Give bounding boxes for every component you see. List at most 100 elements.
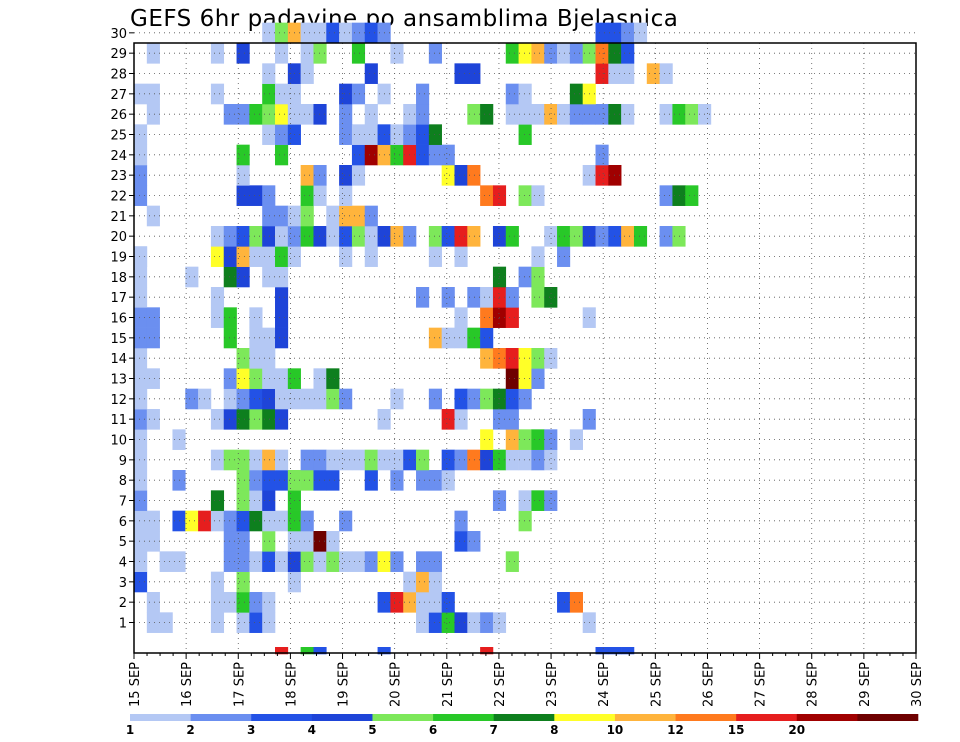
x-tick-label: 29 SEP bbox=[858, 662, 873, 707]
heatmap-cell bbox=[134, 470, 148, 491]
heatmap-cell bbox=[505, 449, 519, 471]
heatmap-cell bbox=[531, 368, 545, 389]
y-tick-label: 6 bbox=[119, 515, 127, 530]
heatmap-cell bbox=[262, 327, 276, 349]
heatmap-cell bbox=[236, 226, 250, 247]
x-tick-label: 17 SEP bbox=[232, 662, 247, 707]
heatmap-cell bbox=[249, 327, 263, 349]
heatmap-cell bbox=[300, 185, 314, 206]
x-tick-label: 15 SEP bbox=[128, 662, 143, 707]
heatmap-cell bbox=[685, 104, 699, 125]
y-tick-label: 30 bbox=[110, 27, 127, 42]
heatmap-cell bbox=[236, 470, 250, 491]
heatmap-cell bbox=[351, 43, 366, 64]
heatmap-cell bbox=[659, 104, 673, 125]
heatmap-cell bbox=[134, 510, 148, 532]
heatmap-cell bbox=[313, 449, 327, 471]
heatmap-cell bbox=[275, 307, 289, 328]
x-tick-label: 18 SEP bbox=[284, 662, 299, 707]
heatmap-cell bbox=[480, 429, 494, 450]
heatmap-cell bbox=[210, 510, 225, 532]
heatmap-cell bbox=[236, 348, 250, 369]
heatmap-cell bbox=[531, 490, 545, 511]
heatmap-cell bbox=[236, 368, 250, 389]
heatmap-cell bbox=[134, 83, 148, 105]
heatmap-cell bbox=[351, 83, 366, 105]
heatmap-cell bbox=[441, 226, 455, 247]
heatmap-cell bbox=[454, 165, 468, 186]
heatmap-cell bbox=[569, 226, 583, 247]
heatmap-cell bbox=[262, 531, 276, 552]
y-tick-label: 3 bbox=[119, 576, 127, 591]
heatmap-cell bbox=[518, 510, 532, 532]
y-tick-label: 19 bbox=[110, 251, 127, 266]
heatmap-cell bbox=[326, 551, 340, 572]
heatmap-cell bbox=[428, 124, 442, 145]
heatmap-cell bbox=[223, 104, 237, 125]
heatmap-cell bbox=[249, 226, 263, 247]
heatmap-cell bbox=[146, 531, 160, 552]
heatmap-cell bbox=[557, 43, 571, 64]
heatmap-cell bbox=[441, 327, 455, 349]
heatmap-cell bbox=[441, 449, 455, 471]
x-tick-label: 23 SEP bbox=[545, 662, 560, 707]
y-tick-label: 17 bbox=[110, 291, 127, 306]
heatmap-cell bbox=[531, 429, 545, 450]
heatmap-cell bbox=[390, 144, 404, 166]
heatmap-cell bbox=[275, 470, 289, 491]
heatmap-cell bbox=[467, 531, 481, 552]
heatmap-cell bbox=[505, 104, 519, 125]
heatmap-cell bbox=[531, 185, 545, 206]
heatmap-cell bbox=[339, 551, 353, 572]
heatmap-cell bbox=[300, 388, 314, 410]
heatmap-cell bbox=[236, 246, 250, 267]
heatmap-cell bbox=[146, 307, 160, 328]
heatmap-cell bbox=[569, 83, 583, 105]
heatmap-cell bbox=[364, 226, 378, 247]
heatmap-cell bbox=[633, 226, 648, 247]
heatmap-cell bbox=[326, 470, 340, 491]
heatmap-cell bbox=[249, 388, 263, 410]
heatmap-cell bbox=[159, 612, 173, 633]
heatmap-cell bbox=[518, 266, 532, 288]
heatmap-cell bbox=[300, 22, 314, 44]
heatmap-cell bbox=[351, 124, 366, 145]
colorbar-label: 20 bbox=[788, 723, 805, 737]
heatmap-cell bbox=[210, 449, 225, 471]
heatmap-cell bbox=[146, 83, 160, 105]
heatmap-cell bbox=[518, 348, 532, 369]
heatmap-cell bbox=[416, 571, 430, 593]
heatmap-cell bbox=[262, 83, 276, 105]
heatmap-cell bbox=[416, 104, 430, 125]
heatmap-cell bbox=[454, 531, 468, 552]
heatmap-cell bbox=[569, 104, 583, 125]
heatmap-cell bbox=[351, 22, 366, 44]
heatmap-cell bbox=[146, 592, 160, 613]
heatmap-cell bbox=[416, 612, 430, 633]
heatmap-cell bbox=[544, 104, 558, 125]
heatmap-cell bbox=[390, 388, 404, 410]
heatmap-cell bbox=[262, 449, 276, 471]
heatmap-cell bbox=[275, 368, 289, 389]
heatmap-cell bbox=[185, 388, 199, 410]
heatmap-cell bbox=[621, 63, 635, 84]
heatmap-cell bbox=[249, 185, 263, 206]
y-tick-label: 2 bbox=[119, 596, 127, 611]
heatmap-cell bbox=[390, 470, 404, 491]
y-tick-label: 21 bbox=[110, 210, 127, 225]
heatmap-cell bbox=[275, 226, 289, 247]
heatmap-cell bbox=[236, 510, 250, 532]
colorbar-swatch bbox=[311, 714, 373, 721]
y-tick-label: 18 bbox=[110, 271, 127, 286]
heatmap-cell bbox=[557, 226, 571, 247]
heatmap-cell bbox=[223, 510, 237, 532]
heatmap-cell bbox=[185, 266, 199, 288]
heatmap-cell bbox=[275, 205, 289, 227]
heatmap-cell bbox=[262, 551, 276, 572]
colorbar-swatch bbox=[372, 714, 434, 721]
heatmap-cell bbox=[518, 449, 532, 471]
y-tick-label: 16 bbox=[110, 312, 127, 327]
heatmap-cell bbox=[672, 104, 686, 125]
heatmap-cell bbox=[480, 647, 494, 655]
